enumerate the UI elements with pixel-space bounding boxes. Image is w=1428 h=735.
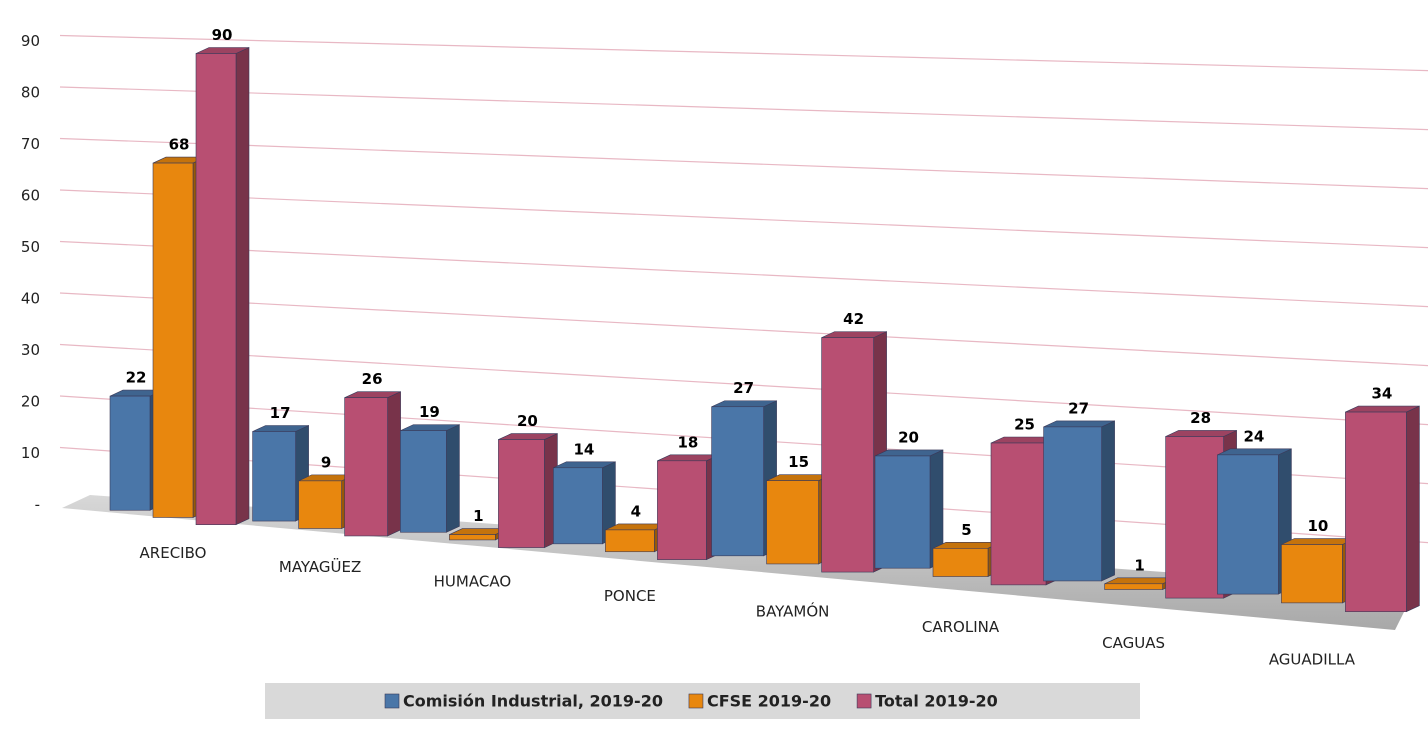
grid-line: [59, 86, 1428, 131]
y-tick-label: 70: [21, 135, 40, 153]
x-tick-label: PONCE: [604, 587, 656, 605]
legend-label: Comisión Industrial, 2019-20: [403, 692, 663, 711]
bar: [1104, 583, 1163, 590]
bar-side: [1406, 405, 1420, 613]
y-tick-label: 60: [21, 187, 40, 205]
value-label: 15: [788, 453, 809, 471]
bar-top: [1281, 538, 1356, 545]
x-tick-label: MAYAGÜEZ: [279, 557, 361, 576]
bar-top: [1165, 430, 1237, 437]
bar: [498, 439, 545, 548]
bar: [449, 534, 496, 541]
y-tick-label: 10: [21, 444, 40, 462]
bar: [874, 455, 931, 569]
value-label: 68: [169, 136, 190, 154]
y-tick-label: 20: [21, 393, 40, 411]
bar-top: [1217, 448, 1292, 456]
x-tick-label: HUMACAO: [434, 572, 511, 590]
bar-side: [1101, 420, 1115, 582]
x-tick-label: CAGUAS: [1102, 634, 1165, 652]
grid-line: [59, 137, 1428, 190]
x-tick-label: CAROLINA: [922, 618, 1000, 636]
bar-top: [1043, 420, 1115, 428]
bar: [344, 397, 388, 537]
bar: [109, 395, 151, 511]
bar: [195, 53, 237, 525]
bar: [1165, 436, 1224, 599]
value-label: 1: [473, 507, 483, 525]
value-label: 26: [362, 370, 383, 388]
legend-swatch: [688, 693, 704, 709]
legend-label: CFSE 2019-20: [707, 692, 831, 711]
value-label: 24: [1243, 427, 1264, 445]
value-label: 1: [1134, 556, 1144, 574]
grid-line: [59, 343, 1428, 426]
bar: [1043, 426, 1102, 582]
bar: [1345, 411, 1407, 612]
y-tick-label: 30: [21, 341, 40, 359]
value-label: 14: [573, 440, 594, 458]
value-label: 42: [843, 310, 864, 328]
value-label: 19: [419, 403, 440, 421]
bar: [605, 529, 655, 553]
value-label: 5: [961, 521, 971, 539]
y-tick-label: 90: [21, 32, 40, 50]
bar: [152, 162, 194, 518]
bar-top: [1345, 405, 1420, 413]
bar: [821, 337, 874, 573]
bar: [298, 480, 342, 529]
y-tick-label: -: [35, 496, 40, 514]
bar: [657, 460, 707, 560]
legend-label: Total 2019-20: [875, 692, 998, 711]
bar-side: [235, 47, 250, 526]
grid-line: [59, 34, 1428, 72]
grid-line: [59, 240, 1428, 308]
y-tick-label: 80: [21, 84, 40, 102]
value-label: 18: [677, 433, 698, 451]
bar: [711, 406, 764, 557]
value-label: 28: [1190, 409, 1211, 427]
legend-swatch: [384, 693, 400, 709]
grid-line: [59, 189, 1428, 249]
bar: [400, 430, 447, 533]
grid-line: [59, 292, 1428, 367]
bar: [932, 548, 989, 577]
x-tick-label: AGUADILLA: [1269, 650, 1356, 668]
value-label: 20: [517, 412, 538, 430]
value-label: 27: [733, 379, 754, 397]
value-label: 27: [1068, 399, 1089, 417]
bar: [553, 467, 603, 545]
x-tick-label: BAYAMÓN: [756, 601, 830, 620]
value-label: 4: [631, 502, 641, 520]
value-label: 20: [898, 428, 919, 446]
bar-side: [387, 391, 401, 537]
value-label: 34: [1371, 385, 1392, 403]
bar: [990, 442, 1047, 586]
value-label: 22: [126, 369, 147, 387]
bar: [1281, 544, 1343, 604]
y-tick-label: 40: [21, 290, 40, 308]
x-tick-label: ARECIBO: [140, 544, 207, 562]
value-label: 9: [321, 453, 331, 471]
bar: [252, 431, 296, 522]
value-label: 10: [1307, 517, 1328, 535]
value-label: 17: [270, 404, 291, 422]
bar-top: [1104, 577, 1176, 585]
bar: [1217, 454, 1279, 595]
legend-swatch: [856, 693, 872, 709]
bar: [766, 480, 819, 565]
value-label: 25: [1014, 416, 1035, 434]
y-tick-label: 50: [21, 238, 40, 256]
value-label: 90: [212, 26, 233, 44]
bar-side: [446, 424, 460, 533]
